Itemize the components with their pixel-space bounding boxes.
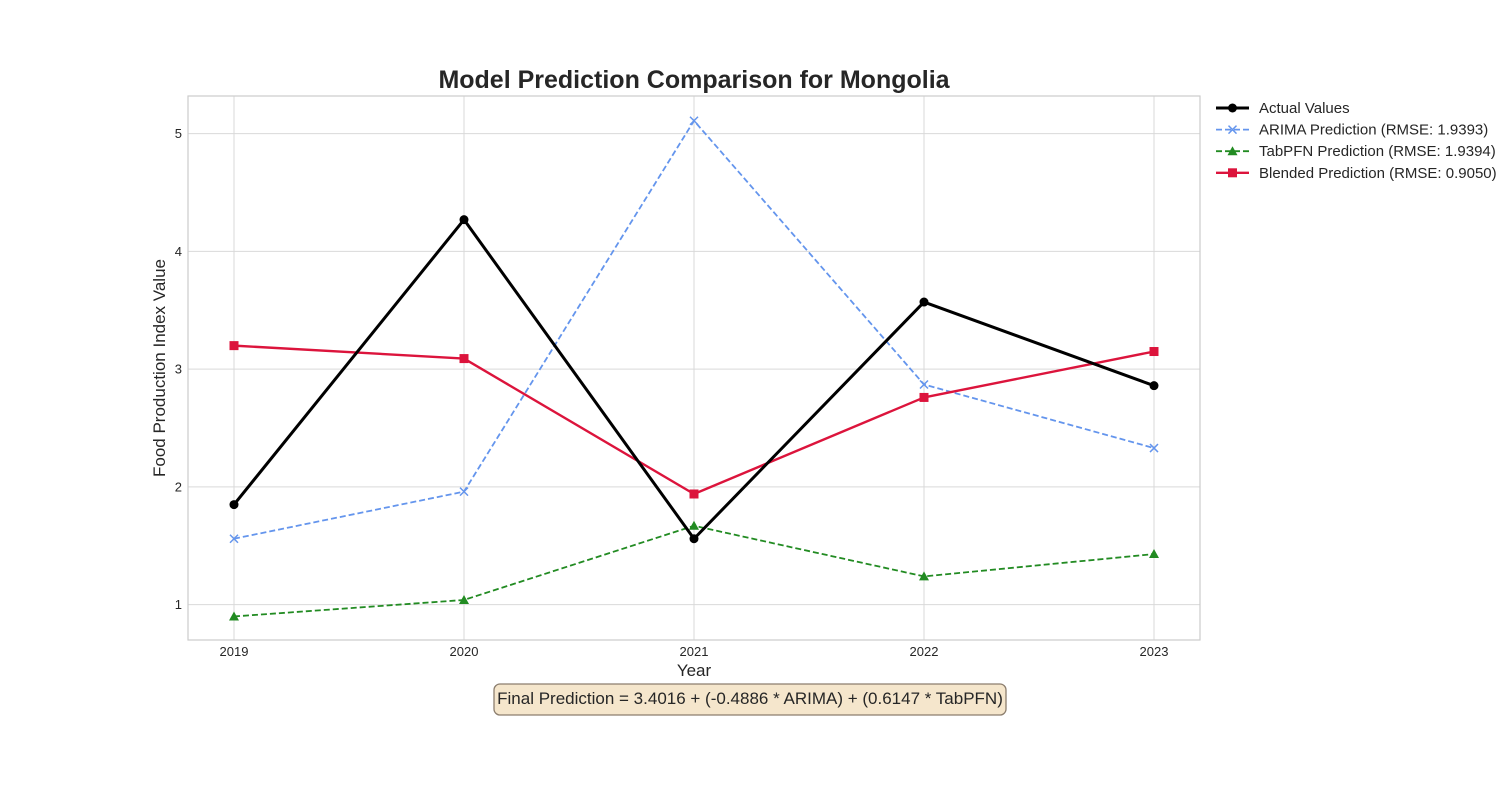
data-point-tabpfn-2020 xyxy=(459,594,469,604)
data-point-tabpfn-2023 xyxy=(1149,549,1159,559)
y-tick-label-1: 1 xyxy=(175,597,182,612)
legend-label-arima: ARIMA Prediction (RMSE: 1.9393) xyxy=(1259,122,1488,139)
x-tick-label-2021: 2021 xyxy=(680,644,709,659)
x-axis-label: Year xyxy=(677,661,712,680)
legend-item-actual: Actual Values xyxy=(1216,100,1350,117)
legend-marker-blended xyxy=(1228,168,1237,178)
legend-item-tabpfn: TabPFN Prediction (RMSE: 1.9394) xyxy=(1216,143,1496,160)
x-tick-label-2023: 2023 xyxy=(1140,644,1169,659)
legend: Actual Values ARIMA Prediction (RMSE: 1.9… xyxy=(1216,100,1497,182)
data-point-blended-2021 xyxy=(689,489,699,499)
series-arima xyxy=(229,116,1159,544)
legend-marker-tabpfn xyxy=(1227,146,1238,156)
y-tick-label-2: 2 xyxy=(175,479,182,494)
data-point-actual-2019 xyxy=(229,500,239,510)
x-tick-label-2019: 2019 xyxy=(220,644,249,659)
data-point-arima-2020 xyxy=(459,487,469,497)
formula-annotation: Final Prediction = 3.4016 + (-0.4886 * A… xyxy=(493,683,1007,716)
x-tick-labels: 2019 2020 2021 2022 2023 xyxy=(220,644,1169,659)
legend-item-blended: Blended Prediction (RMSE: 0.9050) xyxy=(1216,165,1497,182)
legend-label-actual: Actual Values xyxy=(1259,100,1350,117)
data-point-actual-2022 xyxy=(919,297,929,307)
y-tick-labels: 1 2 3 4 5 xyxy=(175,126,182,612)
legend-label-blended: Blended Prediction (RMSE: 0.9050) xyxy=(1259,165,1497,182)
plot-frame xyxy=(187,95,1201,641)
annotation-box xyxy=(493,683,1007,716)
data-point-arima-2021 xyxy=(689,116,699,126)
annotation-text: Final Prediction = 3.4016 + (-0.4886 * A… xyxy=(497,689,1003,708)
legend-marker-arima xyxy=(1227,125,1238,135)
series-layer xyxy=(229,116,1159,621)
series-tabpfn xyxy=(229,520,1159,621)
data-point-actual-2023 xyxy=(1149,381,1159,391)
data-point-arima-2022 xyxy=(919,379,929,390)
series-blended xyxy=(229,341,1159,499)
data-point-blended-2023 xyxy=(1149,347,1159,357)
data-point-actual-2020 xyxy=(459,215,469,225)
y-axis-label: Food Production Index Value xyxy=(150,259,169,477)
y-tick-label-3: 3 xyxy=(175,362,182,377)
y-tick-label-4: 4 xyxy=(175,244,182,259)
x-tick-label-2022: 2022 xyxy=(910,644,939,659)
data-point-blended-2019 xyxy=(229,341,239,351)
legend-label-tabpfn: TabPFN Prediction (RMSE: 1.9394) xyxy=(1259,143,1496,160)
data-point-tabpfn-2019 xyxy=(229,611,239,621)
data-point-blended-2022 xyxy=(919,392,929,402)
data-point-blended-2020 xyxy=(459,354,469,364)
series-actual xyxy=(229,215,1159,544)
legend-marker-actual xyxy=(1228,103,1237,113)
data-point-arima-2023 xyxy=(1149,443,1159,453)
data-point-tabpfn-2022 xyxy=(919,571,929,581)
data-point-arima-2019 xyxy=(229,534,239,544)
y-tick-label-5: 5 xyxy=(175,126,182,141)
x-tick-label-2020: 2020 xyxy=(450,644,479,659)
grid-lines xyxy=(188,96,1200,640)
data-point-tabpfn-2021 xyxy=(689,520,699,530)
chart-title: Model Prediction Comparison for Mongolia xyxy=(438,66,950,94)
legend-item-arima: ARIMA Prediction (RMSE: 1.9393) xyxy=(1216,122,1488,139)
data-point-actual-2021 xyxy=(689,534,699,544)
